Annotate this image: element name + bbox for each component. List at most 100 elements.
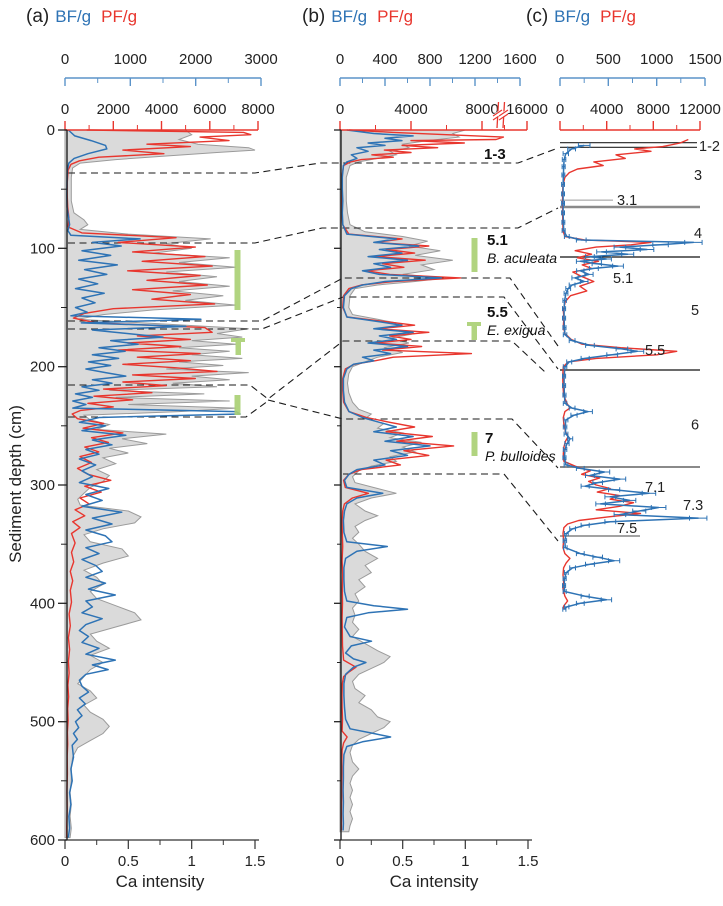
depth-axis-title: Sediment depth (cm): [6, 405, 25, 563]
pf-tick-label: 4000: [145, 101, 178, 118]
green-marker-tee-stem-4: [471, 326, 477, 340]
green-marker-tee-stem-1: [235, 342, 241, 355]
bf-tick-label: 2000: [179, 51, 212, 68]
ca-tick-label: 0.5: [392, 853, 413, 870]
bf-tick-label: 0: [336, 51, 344, 68]
pf-tick-label: 6000: [193, 101, 226, 118]
zone-label-5: 5: [691, 303, 699, 319]
pf-tick-label: 4000: [590, 101, 623, 118]
annotation-species: E. exigua: [487, 322, 546, 338]
correlation-line-4: [68, 340, 546, 400]
depth-tick-label: 500: [30, 714, 55, 731]
annotation-7: 7 P. bulloides: [485, 430, 556, 465]
ca-tick-label: 1.5: [245, 853, 266, 870]
panel-c-title: (c) BF/g PF/g: [526, 6, 636, 28]
depth-tick-label: 0: [47, 122, 55, 139]
zone-label-5.5: 5.5: [645, 343, 665, 359]
annotation-number: 5.5: [487, 304, 508, 321]
zone-label-4: 4: [694, 226, 702, 242]
ca-tick-label: 1.5: [518, 853, 539, 870]
pf-tick-label: 16000: [506, 101, 548, 118]
zone-label-3.1: 3.1: [617, 193, 637, 209]
panel-c-letter: (c): [526, 6, 549, 27]
green-marker-bar-3: [471, 238, 478, 272]
green-marker-tee-top-4: [467, 322, 481, 326]
panel-b-letter: (b): [302, 6, 326, 27]
bf-tick-label: 1000: [114, 51, 147, 68]
zone-label-7.3: 7.3: [683, 498, 703, 514]
green-marker-bar-2: [234, 395, 241, 415]
bf-tick-label: 400: [372, 51, 397, 68]
annotation-1-3: 1-3: [484, 146, 506, 164]
panel-b-pf-label: PF/g: [377, 7, 414, 26]
panel-b-bf-label: BF/g: [331, 7, 368, 26]
axis-break-gap-1: [497, 109, 510, 119]
ca-tick-label: 1: [461, 853, 469, 870]
green-marker-bar-5: [471, 432, 478, 456]
ca-tick-label: 0.5: [118, 853, 139, 870]
pf-tick-label: 8000: [241, 101, 274, 118]
pf-tick-label: 4000: [394, 101, 427, 118]
ca-axis-title-a: Ca intensity: [115, 872, 205, 891]
zone-label-3: 3: [694, 168, 702, 184]
pf-tick-label: 8000: [465, 101, 498, 118]
pf-tick-label: 0: [61, 101, 69, 118]
correlation-line-6: [267, 399, 559, 469]
ca-tick-label: 0: [336, 853, 344, 870]
annotation-5.5: 5.5 E. exigua: [487, 304, 545, 339]
depth-tick-label: 100: [30, 240, 55, 257]
annotation-5.1: 5.1 B. aculeata: [487, 232, 557, 267]
panel-c-bf-label: BF/g: [554, 7, 591, 26]
pf-tick-label: 0: [336, 101, 344, 118]
correlation-line-0: [68, 147, 559, 174]
zone-label-7.1: 7.1: [645, 480, 665, 496]
axis-break-gap-0: [491, 109, 504, 119]
bf-tick-label: 3000: [244, 51, 277, 68]
zone-label-7.5: 7.5: [617, 521, 637, 537]
axis-break-mark-0: [492, 109, 503, 117]
zone-label-6: 6: [691, 418, 699, 434]
axis-break-mark-1: [498, 109, 509, 117]
bf-tick-label: 0: [61, 51, 69, 68]
pf-tick-label: 0: [556, 101, 564, 118]
pf-tick-label: 8000: [637, 101, 670, 118]
depth-tick-label: 300: [30, 477, 55, 494]
green-marker-bar-0: [234, 250, 241, 310]
bf-tick-label: 500: [596, 51, 621, 68]
depth-tick-label: 200: [30, 359, 55, 376]
correlation-line-7: [343, 473, 559, 542]
panel-a-bf-curve: [66, 129, 241, 838]
ca-tick-label: 1: [188, 853, 196, 870]
panel-a-pf-curve: [65, 129, 252, 838]
panel-b-title: (b) BF/g PF/g: [302, 6, 413, 28]
panel-a-letter: (a): [26, 6, 50, 27]
panel-a-pf-label: PF/g: [101, 7, 138, 26]
bf-tick-label: 1000: [640, 51, 673, 68]
depth-tick-label: 600: [30, 832, 55, 849]
panel-b-bf-curve: [341, 129, 443, 831]
bf-tick-label: 1600: [503, 51, 536, 68]
zone-label-5.1: 5.1: [613, 271, 633, 287]
panel-a-title: (a) BF/g PF/g: [26, 6, 137, 28]
depth-tick-label: 400: [30, 595, 55, 612]
pf-tick-label: 12000: [679, 101, 721, 118]
panel-c-pf-label: PF/g: [600, 7, 636, 26]
bf-tick-label: 800: [417, 51, 442, 68]
ca-tick-label: 0: [61, 853, 69, 870]
pf-tick-label: 2000: [97, 101, 130, 118]
annotation-species: B. aculeata: [487, 250, 558, 266]
correlation-line-1: [68, 207, 559, 244]
bf-tick-label: 1200: [458, 51, 491, 68]
annotation-species: P. bulloides: [485, 448, 556, 464]
annotation-number: 1-3: [484, 146, 506, 163]
correlation-line-2: [68, 277, 559, 347]
annotation-number: 5.1: [487, 232, 508, 249]
ca-axis-title-b: Ca intensity: [389, 872, 479, 891]
panel-a-bf-label: BF/g: [55, 7, 92, 26]
axis-break-mark-1b: [498, 113, 509, 121]
bf-tick-label: 0: [556, 51, 564, 68]
panel-c-pf-curve: [561, 138, 689, 610]
zone-label-1-2: 1-2: [699, 139, 720, 155]
